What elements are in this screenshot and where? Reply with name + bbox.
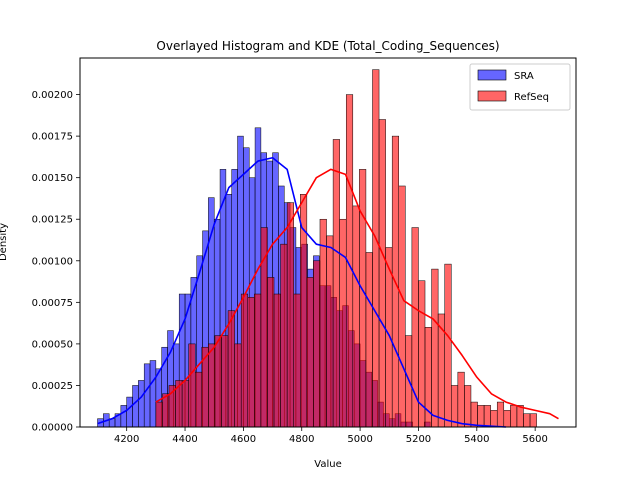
y-tick-label: 0.00150 bbox=[32, 173, 73, 184]
refseq-bar-26 bbox=[326, 235, 334, 428]
refseq-bar-15 bbox=[254, 293, 262, 428]
refseq-bar-37 bbox=[398, 185, 406, 428]
refseq-bar-17 bbox=[267, 277, 275, 428]
refseq-bar-42 bbox=[431, 268, 439, 428]
refseq-bar-32 bbox=[365, 252, 373, 428]
refseq-bar-30 bbox=[352, 205, 360, 428]
refseq-bar-20 bbox=[286, 202, 294, 428]
x-tick-label: 4800 bbox=[289, 434, 314, 445]
chart-title: Overlayed Histogram and KDE (Total_Codin… bbox=[156, 39, 499, 53]
sra-bar-5 bbox=[126, 396, 133, 428]
legend-label-refseq: RefSeq bbox=[514, 92, 549, 103]
refseq-bar-28 bbox=[339, 218, 347, 428]
y-tick-label: 0.00025 bbox=[32, 381, 73, 392]
y-axis-label: Density bbox=[0, 223, 9, 261]
y-axis: 0.00000 0.00025 0.00050 0.00075 0.00100 0.001… bbox=[32, 90, 80, 434]
sra-kde-line bbox=[97, 156, 507, 428]
y-tick-label: 0.00050 bbox=[32, 339, 73, 350]
refseq-bar-21 bbox=[293, 293, 301, 428]
refseq-bar-49 bbox=[477, 405, 485, 428]
sra-bar-9 bbox=[149, 360, 157, 428]
refseq-bar-56 bbox=[523, 413, 531, 428]
legend-label-sra: SRA bbox=[514, 71, 534, 82]
x-axis: 4200 4400 4600 4800 5000 5200 5400 5600 bbox=[114, 427, 548, 445]
plot-frame bbox=[79, 57, 577, 428]
refseq-bar-33 bbox=[372, 69, 380, 428]
x-tick-label: 5000 bbox=[347, 434, 372, 445]
refseq-bar-18 bbox=[273, 293, 281, 428]
refseq-bar-23 bbox=[306, 277, 314, 428]
sra-bar-4 bbox=[120, 405, 127, 428]
y-tick-label: 0.00175 bbox=[32, 132, 73, 143]
refseq-bar-6 bbox=[195, 371, 203, 428]
refseq-bar-11 bbox=[227, 310, 235, 428]
refseq-bar-54 bbox=[510, 405, 518, 428]
x-tick-label: 5200 bbox=[406, 434, 431, 445]
refseq-kde-line bbox=[155, 168, 559, 420]
refseq-bar-13 bbox=[240, 293, 249, 428]
refseq-bar-5 bbox=[188, 343, 196, 428]
refseq-bar-47 bbox=[464, 385, 472, 428]
sra-bar-7 bbox=[138, 380, 145, 428]
y-tick-label: 0.00100 bbox=[32, 256, 73, 267]
legend: SRA RefSeq bbox=[469, 63, 571, 111]
x-axis-label: Value bbox=[314, 459, 341, 470]
y-tick-label: 0.00200 bbox=[32, 90, 73, 101]
refseq-bar-50 bbox=[483, 405, 491, 428]
refseq-bar-19 bbox=[280, 243, 288, 428]
x-tick-label: 5600 bbox=[522, 434, 547, 445]
refseq-bar-39 bbox=[411, 227, 419, 428]
x-tick-label: 4200 bbox=[114, 434, 139, 445]
refseq-bars bbox=[155, 69, 537, 428]
x-tick-label: 4600 bbox=[231, 434, 256, 445]
refseq-bar-53 bbox=[503, 410, 511, 428]
refseq-bar-10 bbox=[221, 335, 229, 428]
refseq-bar-4 bbox=[181, 380, 189, 428]
refseq-bar-14 bbox=[247, 297, 255, 428]
refseq-bar-46 bbox=[457, 371, 465, 428]
x-tick-label: 5400 bbox=[464, 434, 489, 445]
legend-swatch-sra bbox=[477, 69, 507, 81]
refseq-bar-12 bbox=[234, 343, 242, 428]
refseq-bar-25 bbox=[319, 218, 327, 428]
refseq-bar-52 bbox=[496, 401, 505, 428]
refseq-bar-0 bbox=[155, 401, 163, 428]
refseq-bar-27 bbox=[332, 139, 340, 428]
x-tick-label: 4400 bbox=[172, 434, 197, 445]
legend-swatch-refseq bbox=[477, 90, 507, 102]
sra-bar-8 bbox=[143, 363, 151, 428]
refseq-bar-1 bbox=[162, 393, 170, 428]
sra-bar-6 bbox=[132, 385, 139, 428]
refseq-bar-44 bbox=[444, 263, 452, 428]
refseq-bar-51 bbox=[490, 410, 498, 428]
refseq-bar-57 bbox=[529, 413, 537, 428]
refseq-bar-48 bbox=[470, 401, 478, 428]
refseq-bar-24 bbox=[313, 260, 321, 428]
y-tick-label: 0.00075 bbox=[32, 298, 73, 309]
kde-lines bbox=[97, 156, 559, 428]
y-tick-label: 0.00000 bbox=[32, 423, 73, 434]
refseq-bar-9 bbox=[214, 335, 222, 428]
refseq-bar-31 bbox=[359, 169, 367, 428]
refseq-bar-55 bbox=[516, 405, 524, 428]
refseq-bar-8 bbox=[208, 343, 216, 428]
refseq-bar-34 bbox=[378, 119, 386, 428]
y-tick-label: 0.00125 bbox=[32, 215, 73, 226]
